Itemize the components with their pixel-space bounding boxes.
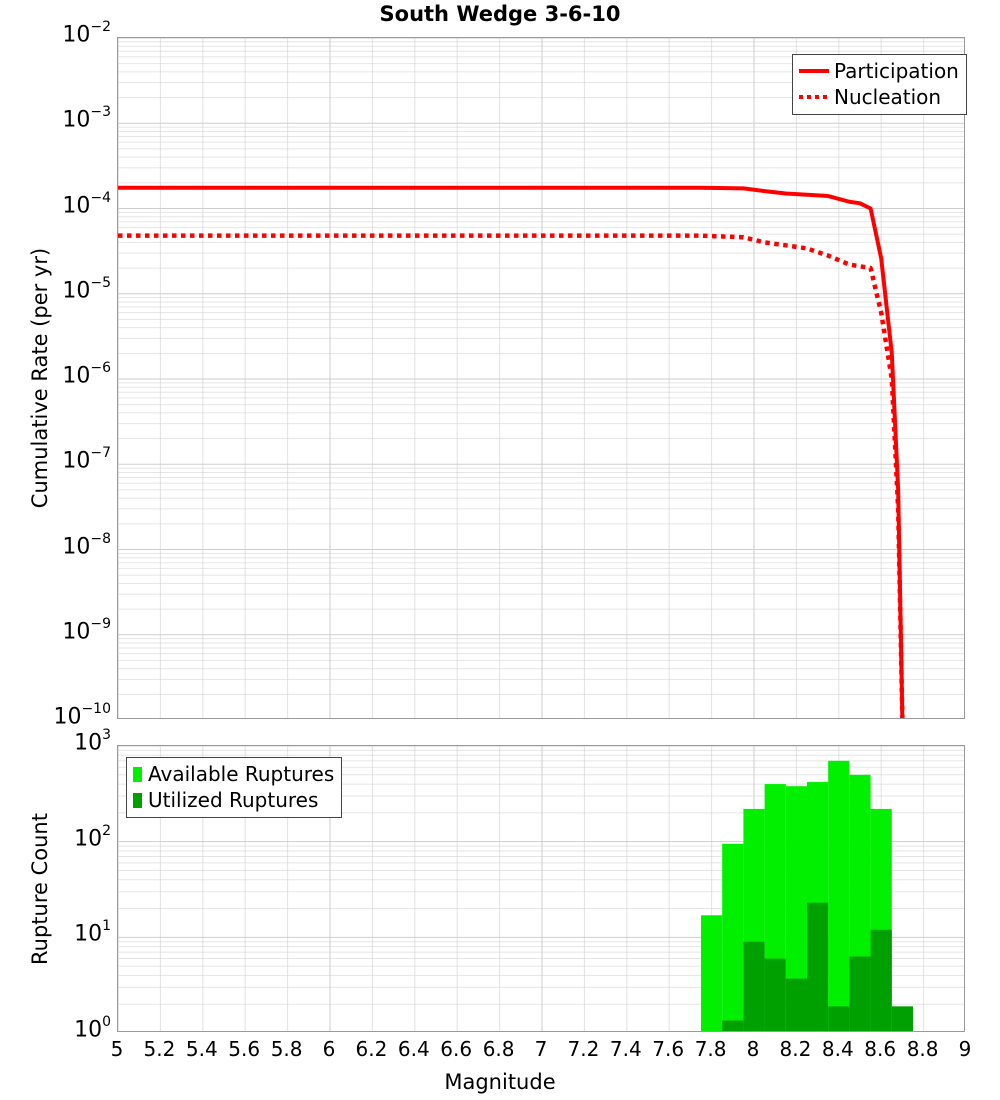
utilized-bar	[764, 958, 786, 1031]
dotted-line-icon	[799, 95, 829, 99]
utilized-bar	[849, 956, 871, 1031]
available-bar	[785, 786, 807, 1031]
utilized-bar	[807, 902, 829, 1031]
x-tick-label: 6.4	[397, 1037, 430, 1061]
x-tick-label: 5	[110, 1037, 124, 1061]
y-tick-label: 102	[74, 822, 111, 851]
x-tick-label: 6.6	[440, 1037, 473, 1061]
utilized-bar	[701, 1030, 723, 1031]
legend-item[interactable]: Available Ruptures	[133, 761, 334, 787]
top-curves	[118, 185, 905, 718]
utilized-bar	[828, 1006, 850, 1031]
x-tick-label: 5.4	[185, 1037, 218, 1061]
legend-item[interactable]: Utilized Ruptures	[133, 787, 334, 813]
series-participation	[118, 185, 905, 718]
bottom-bars	[701, 760, 913, 1031]
x-tick-label: 8.6	[864, 1037, 897, 1061]
y-tick-label: 100	[74, 1014, 111, 1043]
y-tick-label: 10−3	[62, 104, 111, 133]
utilized-bar	[870, 929, 892, 1031]
available-bar	[828, 760, 850, 1031]
x-tick-label: 7.2	[567, 1037, 600, 1061]
x-tick-label: 8.8	[906, 1037, 939, 1061]
x-tick-label: 7.4	[609, 1037, 642, 1061]
y-tick-label: 10−8	[62, 530, 111, 559]
x-tick-label: 5.8	[270, 1037, 303, 1061]
x-tick-label: 7	[534, 1037, 548, 1061]
legend-label: Nucleation	[834, 85, 942, 109]
y-tick-label: 10−5	[62, 274, 111, 304]
available-bar	[701, 915, 723, 1031]
y-tick-label: 10−6	[62, 360, 111, 389]
legend-label: Available Ruptures	[148, 762, 335, 786]
color-swatch-icon	[133, 766, 142, 782]
page-title: South Wedge 3-6-10	[379, 2, 621, 26]
x-tick-label: 6	[322, 1037, 336, 1061]
y-tick-label: 10−2	[62, 19, 111, 48]
utilized-bar	[891, 1006, 913, 1031]
y-tick-label: 101	[74, 918, 111, 947]
legend-label: Participation	[834, 59, 959, 83]
y-tick-label: 10−7	[62, 445, 111, 474]
y-tick-label: 103	[74, 727, 111, 756]
x-tick-label: 8	[746, 1037, 760, 1061]
solid-line-icon	[799, 69, 829, 73]
legend-label: Utilized Ruptures	[148, 788, 319, 812]
x-tick-label: 7.8	[694, 1037, 727, 1061]
x-tick-label: 7.6	[652, 1037, 685, 1061]
legend-item[interactable]: Participation	[799, 58, 959, 84]
y-tick-label: 10−4	[62, 189, 111, 218]
top-y-axis-label: Cumulative Rate (per yr)	[28, 247, 52, 509]
y-tick-label: 10−10	[53, 701, 111, 730]
x-tick-label: 8.4	[821, 1037, 854, 1061]
top-legend[interactable]: Participation Nucleation	[792, 54, 967, 115]
utilized-bar	[722, 1020, 744, 1031]
y-tick-label: 10−9	[62, 615, 111, 645]
legend-item[interactable]: Nucleation	[799, 84, 959, 110]
x-tick-label: 6.8	[482, 1037, 515, 1061]
x-tick-label: 6.2	[355, 1037, 388, 1061]
x-tick-label: 9	[958, 1037, 972, 1061]
series-nucleation	[118, 233, 905, 718]
x-tick-label: 5.6	[228, 1037, 261, 1061]
mfd-plot-panel	[117, 37, 965, 719]
top-gridlines	[118, 38, 964, 718]
bottom-y-axis-label: Rupture Count	[28, 812, 52, 965]
utilized-bar	[743, 941, 765, 1031]
available-bar	[722, 843, 744, 1031]
bottom-legend[interactable]: Available Ruptures Utilized Ruptures	[126, 757, 343, 818]
x-tick-label: 5.2	[143, 1037, 176, 1061]
x-axis-label: Magnitude	[444, 1070, 556, 1094]
utilized-bar	[785, 978, 807, 1031]
x-tick-label: 8.2	[779, 1037, 812, 1061]
color-swatch-icon	[133, 792, 142, 808]
